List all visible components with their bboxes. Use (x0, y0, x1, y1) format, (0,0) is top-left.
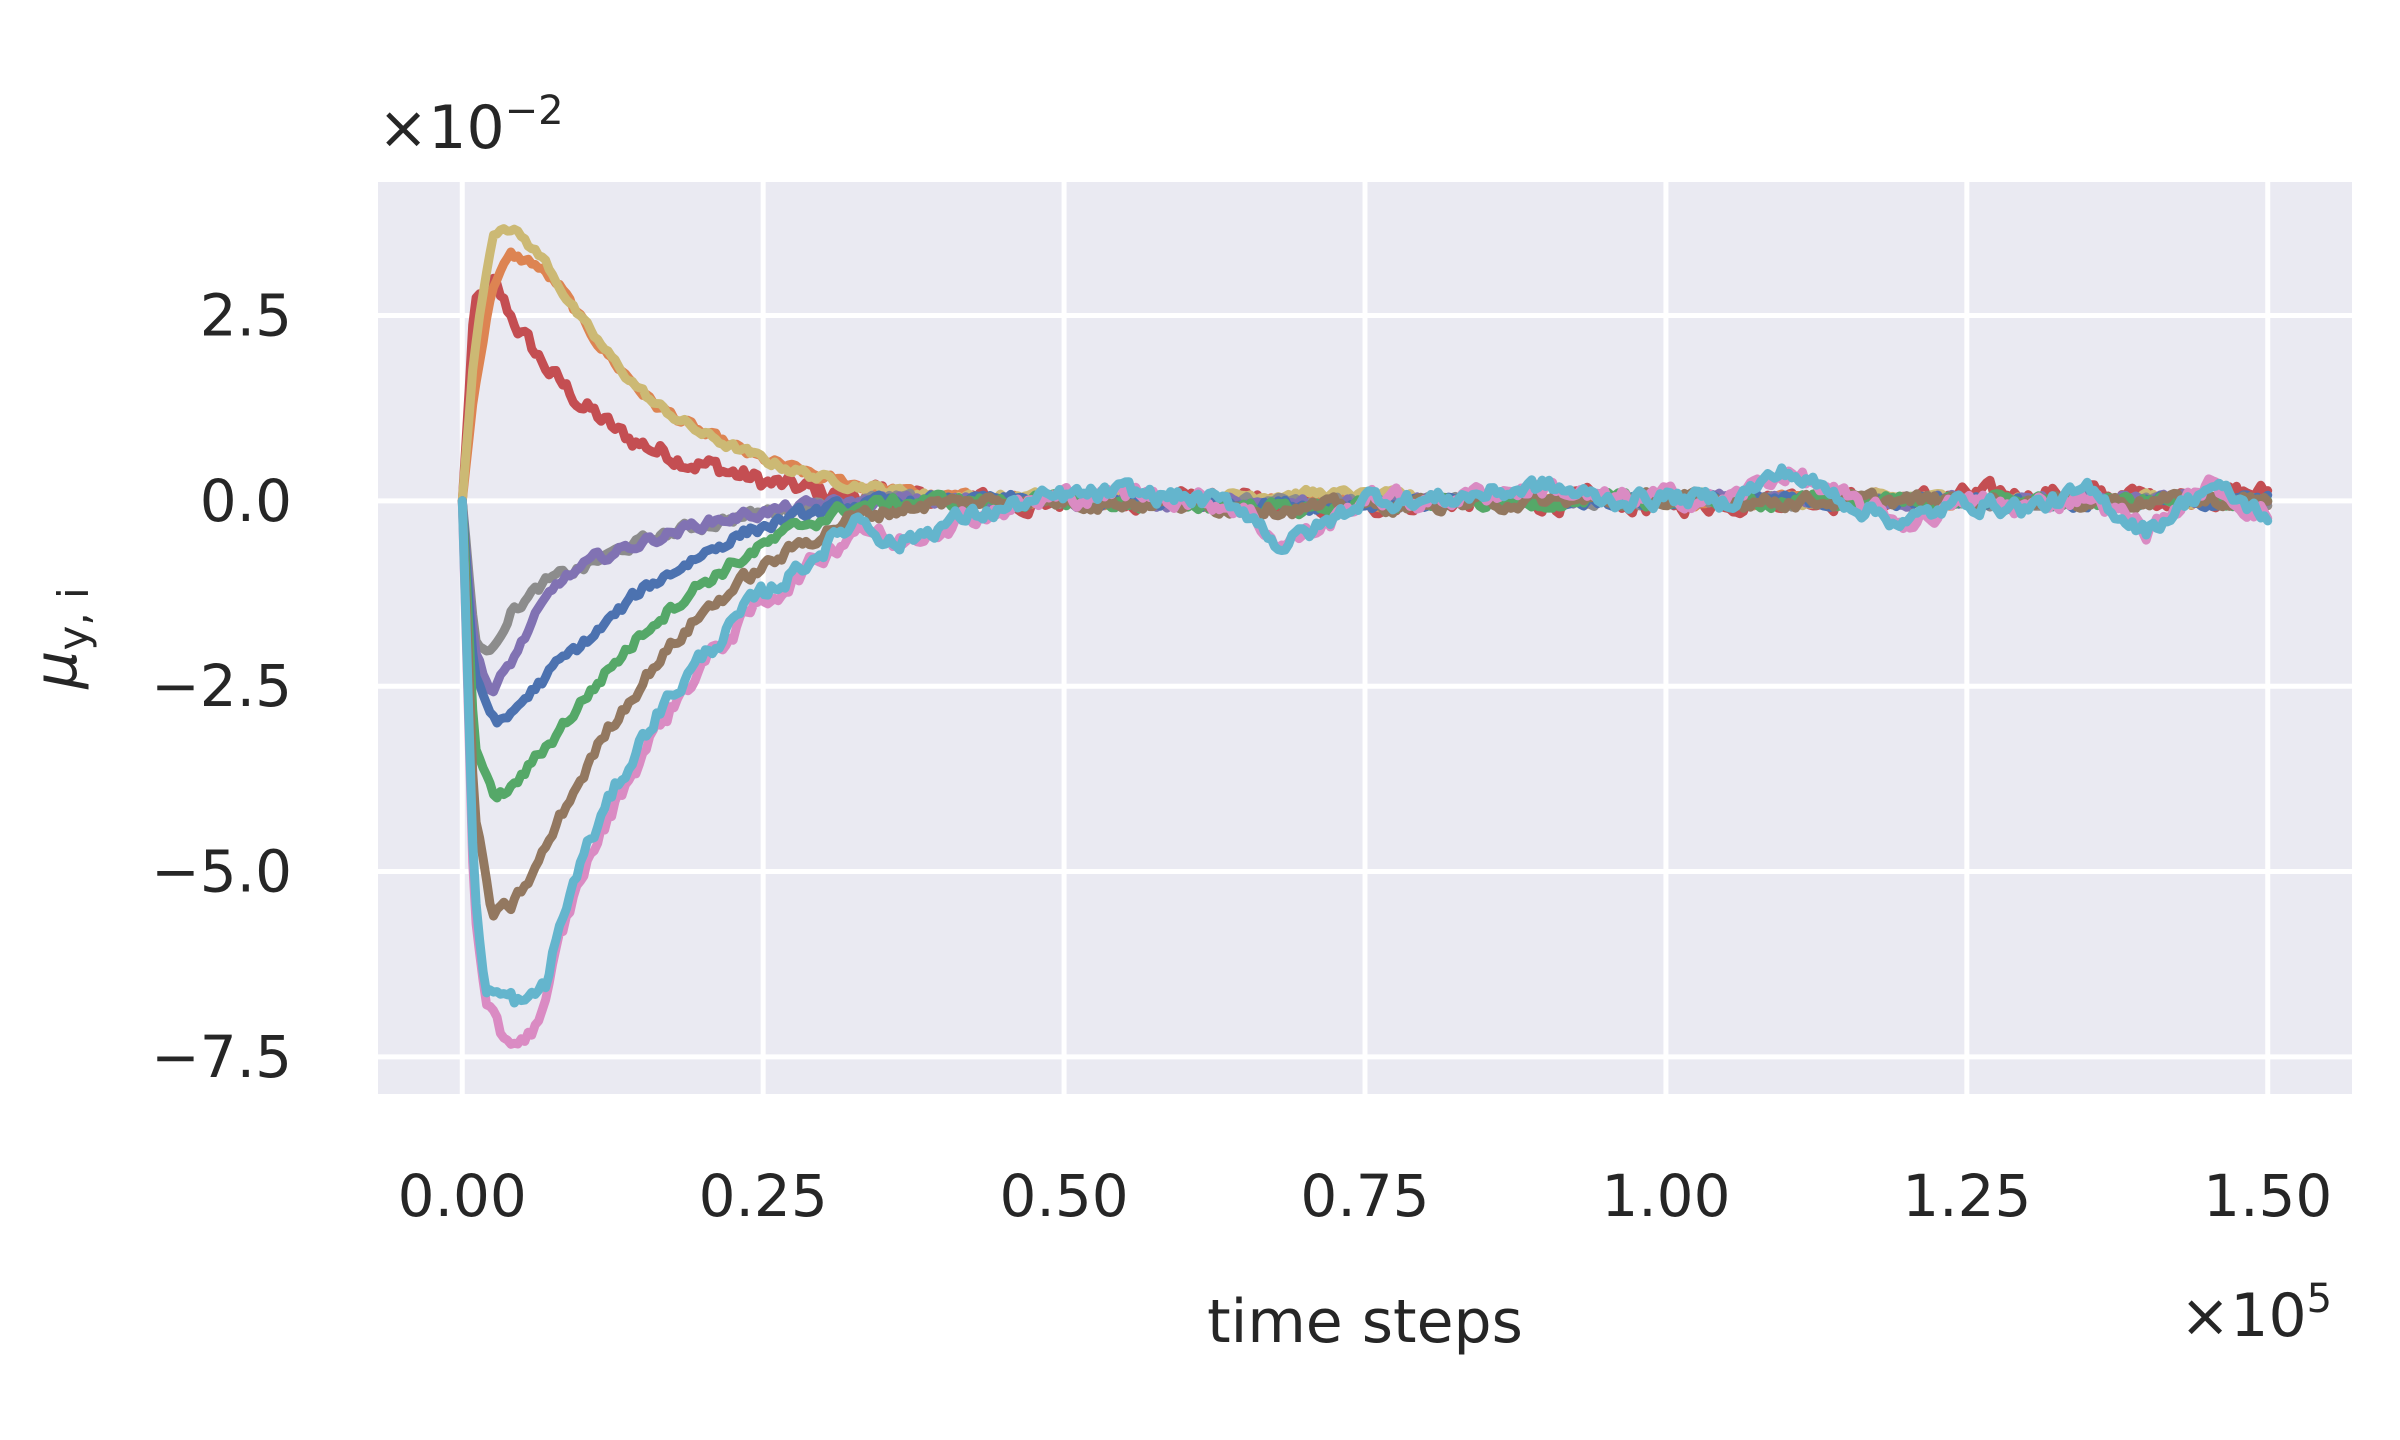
y-tick-label: 2.5 (200, 281, 292, 349)
y-tick-label: −2.5 (151, 652, 292, 720)
y-tick-label: 0.0 (200, 467, 292, 535)
x-axis-label: time steps (1207, 1287, 1523, 1357)
y-axis-label: μy, i (21, 587, 98, 689)
data-series (457, 224, 2273, 1049)
grid-lines (378, 182, 2352, 1094)
x-tick-label: 0.00 (398, 1162, 527, 1230)
x-tick-label: 0.25 (699, 1162, 828, 1230)
y-tick-labels: 2.5 0.0 −2.5 −5.0 −7.5 (151, 281, 292, 1090)
y-tick-label: −5.0 (151, 838, 292, 906)
x-tick-label: 0.50 (1000, 1162, 1129, 1230)
y-tick-label: −7.5 (151, 1023, 292, 1091)
y-offset-label: ×10−2 (378, 88, 564, 163)
x-tick-label: 1.25 (1902, 1162, 2031, 1230)
series-line-10 (457, 463, 2273, 1008)
x-offset-label: ×105 (2180, 1276, 2332, 1351)
x-tick-labels: 0.00 0.25 0.50 0.75 1.00 1.25 1.50 (398, 1162, 2333, 1230)
x-tick-label: 1.00 (1601, 1162, 1730, 1230)
x-tick-label: 0.75 (1300, 1162, 1429, 1230)
x-tick-label: 1.50 (2203, 1162, 2332, 1230)
